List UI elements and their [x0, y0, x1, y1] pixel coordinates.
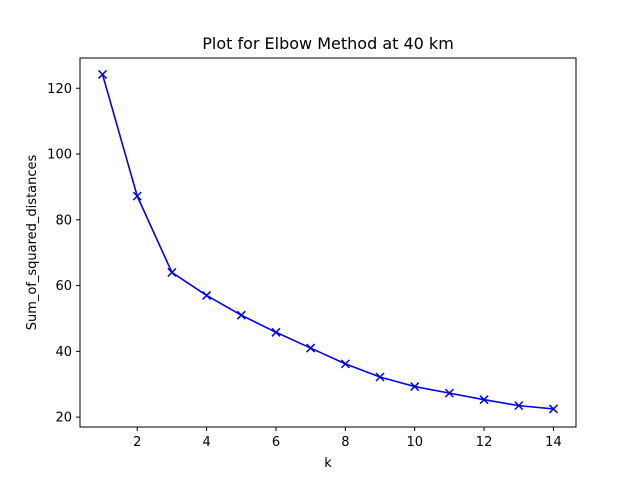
x-tick-label: 6 [272, 435, 280, 450]
x-tick-label: 4 [202, 435, 210, 450]
data-point-marker [444, 388, 454, 398]
x-tick-label: 14 [545, 435, 562, 450]
x-axis-label: k [324, 456, 332, 471]
y-tick-label: 40 [55, 345, 72, 360]
series-group [98, 69, 558, 414]
data-point-marker [167, 267, 177, 277]
y-tick-label: 20 [55, 411, 72, 426]
series-line [101, 74, 554, 410]
x-axis-ticks: 2 4 6 8 10 12 14 [133, 427, 562, 450]
x-tick-label: 12 [476, 435, 493, 450]
y-axis-label: Sum_of_squared_distances [25, 154, 40, 330]
y-axis-ticks: 20 40 60 80 100 120 [47, 82, 80, 426]
data-point-marker [514, 401, 524, 411]
data-point-marker [340, 359, 350, 369]
chart-title: Plot for Elbow Method at 40 km [202, 34, 454, 53]
data-point-marker [98, 69, 108, 79]
data-point-marker [306, 343, 316, 353]
y-tick-label: 120 [47, 82, 72, 97]
data-point-marker [479, 395, 489, 405]
data-point-marker [271, 327, 281, 337]
data-point-marker [132, 191, 142, 201]
data-point-marker [202, 290, 212, 300]
y-tick-label: 60 [55, 279, 72, 294]
data-point-marker [548, 404, 558, 414]
x-tick-label: 8 [341, 435, 349, 450]
y-tick-label: 80 [55, 213, 72, 228]
data-point-marker [236, 310, 246, 320]
y-tick-label: 100 [47, 148, 72, 163]
x-tick-label: 10 [406, 435, 423, 450]
x-tick-label: 2 [133, 435, 141, 450]
data-point-marker [410, 382, 420, 392]
plot-area-frame [79, 57, 577, 428]
data-point-marker [375, 372, 385, 382]
